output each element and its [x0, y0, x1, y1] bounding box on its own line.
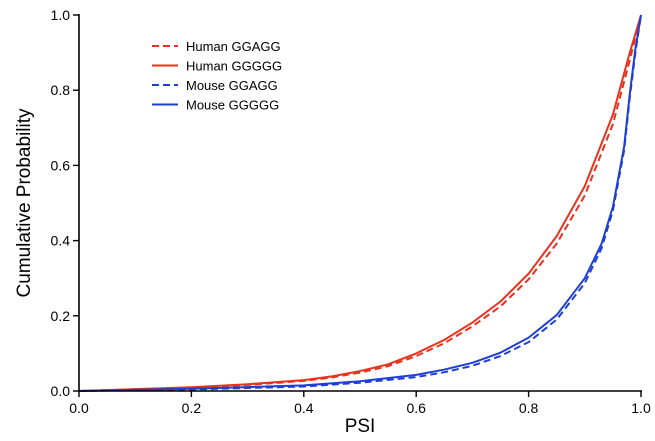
series-layer [78, 14, 642, 392]
x-tick-label: 0.6 [406, 400, 426, 416]
y-tick-label: 0.6 [51, 157, 71, 173]
y-tick-label: 0.2 [51, 308, 71, 324]
y-tick-label: 0.0 [51, 383, 71, 399]
x-tick-label: 0.2 [182, 400, 202, 416]
legend-label: Human GGGGG [186, 59, 282, 74]
y-tick-label: 0.8 [51, 82, 71, 98]
series-line-human-ggggg [78, 14, 642, 392]
x-ticks: 0.0 0.2 0.4 0.6 0.8 1.0 [69, 391, 651, 416]
series-line-human-ggagg [78, 14, 642, 392]
x-tick-label: 0.0 [69, 400, 89, 416]
x-axis-title: PSI [345, 416, 376, 437]
legend-label: Mouse GGAGG [186, 78, 278, 93]
y-tick-label: 1.0 [51, 7, 71, 23]
y-tick-label: 0.4 [51, 233, 71, 249]
series-line-mouse-ggggg [78, 14, 642, 392]
legend-label: Human GGAGG [186, 39, 281, 54]
y-ticks: 0.0 0.2 0.4 0.6 0.8 1.0 [51, 7, 79, 399]
x-tick-label: 1.0 [631, 400, 651, 416]
x-tick-label: 0.8 [519, 400, 539, 416]
legend-label: Mouse GGGGG [186, 98, 279, 113]
legend: Human GGAGG Human GGGGG Mouse GGAGG Mouse G… [152, 39, 282, 113]
axes-layer [78, 14, 642, 392]
x-tick-label: 0.4 [294, 400, 314, 416]
y-axis-title: Cumulative Probability [14, 108, 35, 298]
series-line-mouse-ggagg [78, 14, 642, 392]
